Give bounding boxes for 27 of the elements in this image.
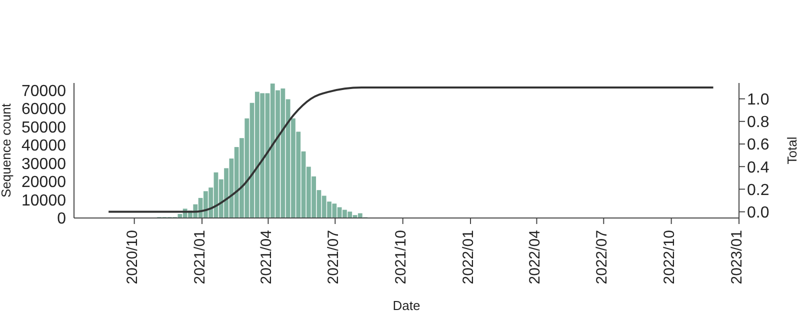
y-tick-label: 60000: [22, 101, 66, 118]
y2-tick-label: 0.8: [747, 114, 770, 132]
y-tick-label: 40000: [22, 138, 66, 155]
x-axis-title: Date: [392, 298, 420, 313]
x-tick-label: 2021/07: [324, 230, 342, 284]
y-tick-label: 20000: [22, 174, 66, 192]
x-tick-label: 2022/10: [660, 230, 678, 284]
y2-tick-label: 0.0: [747, 204, 770, 222]
y-tick-label: 70000: [22, 82, 66, 100]
x-tick-label: 2023/01: [728, 230, 746, 284]
y-axis-title: Sequence count: [0, 103, 14, 198]
y2-tick-label: 0.4: [747, 159, 770, 176]
x-tick-label: 2021/10: [392, 230, 410, 284]
y2-tick-label: 1.0: [747, 91, 770, 108]
y-tick-label: 0: [57, 210, 66, 228]
y-tick-label: 10000: [22, 192, 66, 210]
y2-axis-title: Total: [784, 136, 800, 164]
y-tick-label: 50000: [22, 119, 66, 136]
x-tick-label: 2021/01: [192, 230, 209, 284]
y2-tick-label: 0.2: [747, 182, 770, 199]
y2-tick-label: 0.6: [747, 136, 770, 154]
x-tick-label: 2020/10: [124, 230, 141, 284]
x-tick-label: 2022/01: [460, 230, 478, 284]
x-tick-label: 2022/04: [526, 230, 544, 284]
x-tick-label: 2022/07: [593, 230, 610, 284]
y-tick-label: 30000: [22, 156, 66, 173]
x-tick-label: 2021/04: [258, 230, 275, 284]
